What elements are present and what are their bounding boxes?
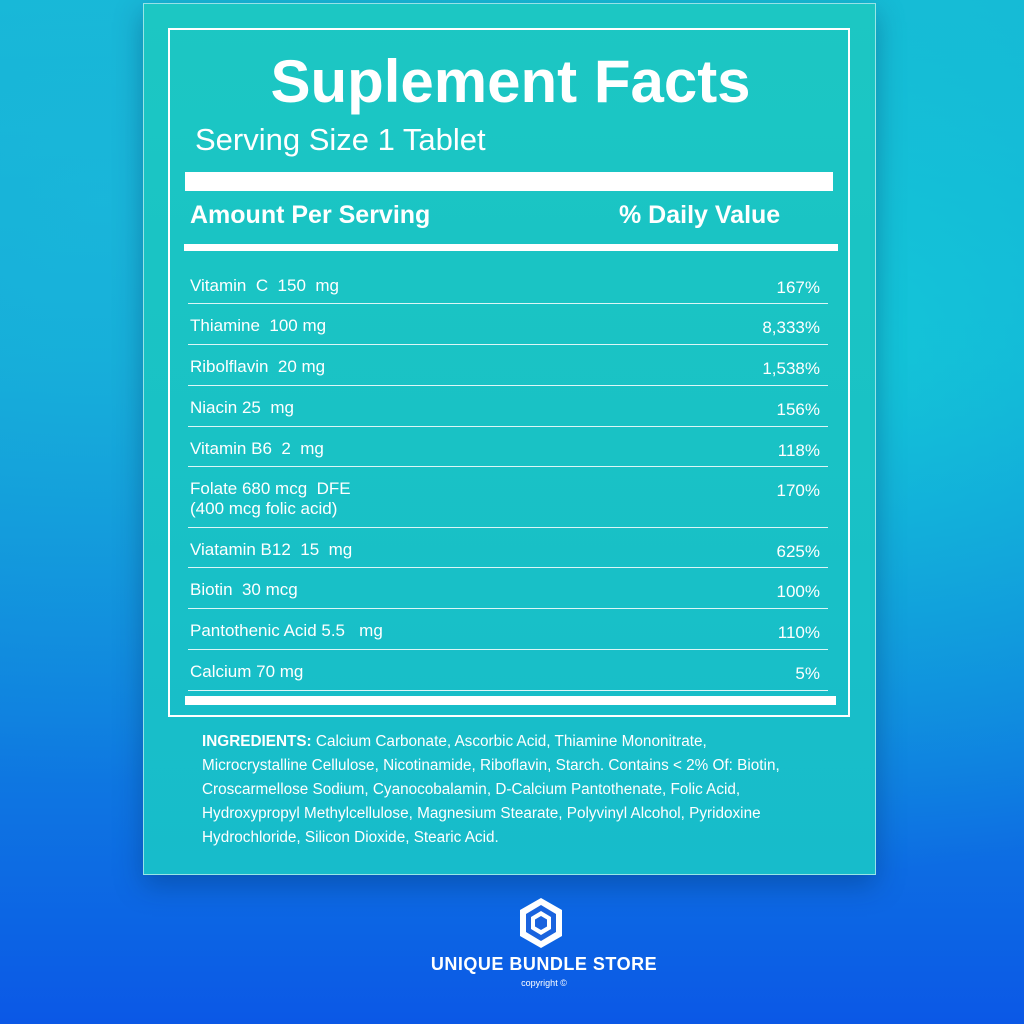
- nutrient-row: Ribolflavin 20 mg 1,538%: [188, 345, 828, 386]
- nutrient-daily-value: 110%: [777, 623, 820, 642]
- nutrient-row: Viatamin B12 15 mg 625%: [188, 528, 828, 568]
- nutrient-name: Ribolflavin 20 mg: [190, 357, 326, 376]
- copyright-text: copyright ©: [521, 978, 567, 988]
- ingredients-label: INGREDIENTS:: [202, 733, 312, 750]
- nutrient-name: Vitamin B6 2 mg: [190, 439, 324, 458]
- supplement-facts-panel: Suplement Facts Serving Size 1 Tablet Am…: [143, 3, 876, 875]
- nutrient-list: Vitamin C 150 mg 167% Thiamine 100 mg 8,…: [188, 264, 828, 691]
- nutrient-daily-value: 100%: [776, 582, 820, 601]
- nutrient-row: Thiamine 100 mg 8,333%: [188, 304, 828, 345]
- facts-border-box: [168, 28, 850, 717]
- bottom-divider: [185, 696, 836, 705]
- nutrient-daily-value: 167%: [776, 278, 820, 297]
- amount-per-serving-header: Amount Per Serving: [190, 201, 431, 229]
- nutrient-name: Pantothenic Acid 5.5 mg: [190, 621, 383, 640]
- ingredients-text: Calcium Carbonate, Ascorbic Acid, Thiami…: [202, 733, 780, 846]
- nutrient-daily-value: 5%: [795, 664, 820, 683]
- nutrient-daily-value: 625%: [776, 542, 820, 561]
- nutrient-name: Viatamin B12 15 mg: [190, 540, 353, 559]
- nutrient-daily-value: 118%: [777, 441, 820, 460]
- nutrient-row: Niacin 25 mg 156%: [188, 386, 828, 427]
- nutrient-daily-value: 156%: [776, 400, 820, 419]
- nutrient-row: Folate 680 mcg DFE (400 mcg folic acid) …: [188, 467, 828, 528]
- nutrient-row: Biotin 30 mcg 100%: [188, 568, 828, 609]
- serving-size: Serving Size 1 Tablet: [195, 122, 486, 157]
- nutrient-row: Pantothenic Acid 5.5 mg 110%: [188, 609, 828, 650]
- nutrient-name: Calcium 70 mg: [190, 662, 304, 681]
- ingredients-paragraph: INGREDIENTS: Calcium Carbonate, Ascorbic…: [202, 730, 814, 850]
- nutrient-daily-value: 170%: [776, 481, 820, 500]
- daily-value-header: % Daily Value: [619, 201, 781, 229]
- nutrient-row: Vitamin B6 2 mg 118%: [188, 427, 828, 467]
- nutrient-name: Biotin 30 mcg: [190, 580, 298, 599]
- nutrient-name: Vitamin C 150 mg: [190, 276, 339, 295]
- medium-divider: [184, 244, 838, 251]
- facts-title: Suplement Facts: [270, 48, 751, 115]
- nutrient-name: Folate 680 mcg DFE (400 mcg folic acid): [190, 479, 351, 518]
- nutrient-row: Vitamin C 150 mg 167%: [188, 264, 828, 304]
- nutrient-name: Thiamine 100 mg: [190, 316, 327, 335]
- nutrient-name: Niacin 25 mg: [190, 398, 294, 417]
- nutrient-daily-value: 1,538%: [762, 359, 820, 378]
- thick-divider: [185, 172, 833, 191]
- hexagon-logo-icon: [520, 898, 562, 948]
- brand-name: UNIQUE BUNDLE STORE: [430, 954, 658, 974]
- nutrient-row: Calcium 70 mg 5%: [188, 650, 828, 691]
- nutrient-daily-value: 8,333%: [762, 318, 820, 337]
